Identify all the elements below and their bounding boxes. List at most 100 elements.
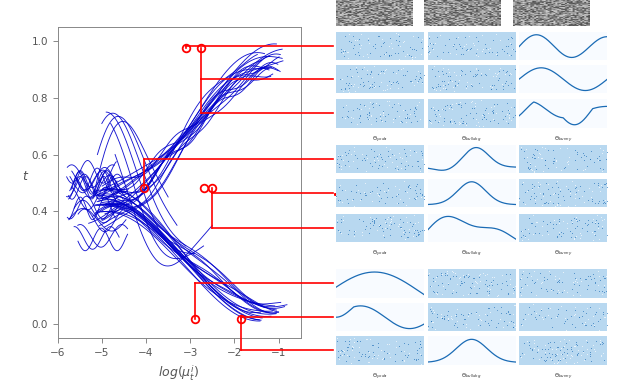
Point — [609, 77, 619, 83]
Point — [476, 224, 486, 231]
Point — [545, 119, 555, 126]
Point — [557, 111, 567, 117]
Point — [379, 355, 389, 361]
Point — [618, 338, 628, 344]
Point — [468, 343, 479, 350]
Point — [410, 113, 420, 119]
Point — [512, 351, 522, 357]
Point — [504, 52, 515, 58]
Point — [550, 200, 560, 206]
Point — [611, 144, 621, 151]
Point — [617, 324, 627, 331]
Point — [333, 356, 344, 362]
Point — [605, 192, 615, 198]
Point — [609, 73, 620, 79]
Point — [586, 322, 596, 328]
Point — [578, 39, 588, 46]
Point — [541, 155, 551, 161]
Point — [600, 109, 611, 115]
Point — [593, 341, 604, 347]
Point — [486, 86, 496, 92]
Point — [565, 109, 575, 115]
Point — [541, 44, 552, 50]
Point — [466, 82, 476, 88]
Point — [616, 105, 627, 111]
Point — [516, 354, 526, 360]
Point — [633, 121, 640, 128]
Point — [527, 167, 537, 173]
Point — [335, 76, 346, 82]
Point — [621, 146, 632, 152]
Point — [353, 36, 364, 42]
Point — [626, 272, 636, 278]
Point — [399, 356, 410, 363]
Point — [618, 280, 628, 287]
Point — [626, 41, 636, 47]
Point — [612, 101, 622, 107]
Point — [401, 153, 411, 159]
Point — [369, 84, 380, 90]
Point — [478, 123, 488, 129]
Point — [406, 78, 416, 84]
Point — [493, 319, 504, 326]
Point — [409, 195, 419, 201]
Point — [438, 106, 448, 112]
Point — [433, 227, 443, 233]
Point — [638, 33, 640, 39]
Point — [449, 38, 460, 44]
Point — [639, 67, 640, 73]
Point — [337, 217, 348, 223]
Point — [559, 343, 569, 349]
Point — [486, 81, 497, 88]
Point — [586, 116, 596, 122]
Point — [505, 271, 515, 277]
Point — [580, 319, 590, 326]
Point — [576, 278, 586, 284]
Point — [566, 319, 577, 325]
Point — [557, 100, 568, 107]
Point — [479, 148, 490, 154]
Point — [634, 215, 640, 221]
Point — [349, 37, 360, 43]
Point — [505, 193, 515, 199]
Point — [378, 355, 388, 361]
Point — [442, 272, 452, 278]
Point — [509, 48, 520, 54]
Point — [454, 193, 464, 199]
Point — [570, 75, 580, 81]
Point — [613, 160, 623, 166]
Point — [344, 79, 354, 86]
Point — [565, 228, 575, 235]
Point — [394, 216, 404, 222]
Point — [617, 53, 627, 60]
Point — [591, 105, 602, 111]
Point — [420, 231, 430, 238]
Point — [626, 345, 636, 352]
Point — [480, 106, 490, 112]
Point — [602, 70, 612, 77]
Point — [538, 147, 548, 153]
Point — [502, 291, 513, 297]
Point — [424, 196, 435, 202]
Point — [470, 359, 480, 365]
Point — [604, 224, 614, 231]
Point — [559, 116, 570, 122]
Point — [557, 304, 568, 310]
Point — [403, 182, 413, 188]
Point — [573, 114, 583, 120]
Point — [523, 187, 533, 193]
Point — [369, 79, 380, 85]
Point — [394, 343, 404, 349]
Point — [483, 293, 493, 299]
Point — [520, 316, 530, 322]
Point — [474, 120, 484, 126]
Point — [612, 221, 623, 227]
Point — [547, 351, 557, 357]
Point — [412, 350, 422, 356]
Point — [468, 73, 479, 79]
Point — [461, 324, 471, 331]
Point — [452, 43, 462, 49]
Point — [537, 223, 547, 229]
Point — [550, 203, 560, 209]
Point — [598, 326, 609, 333]
